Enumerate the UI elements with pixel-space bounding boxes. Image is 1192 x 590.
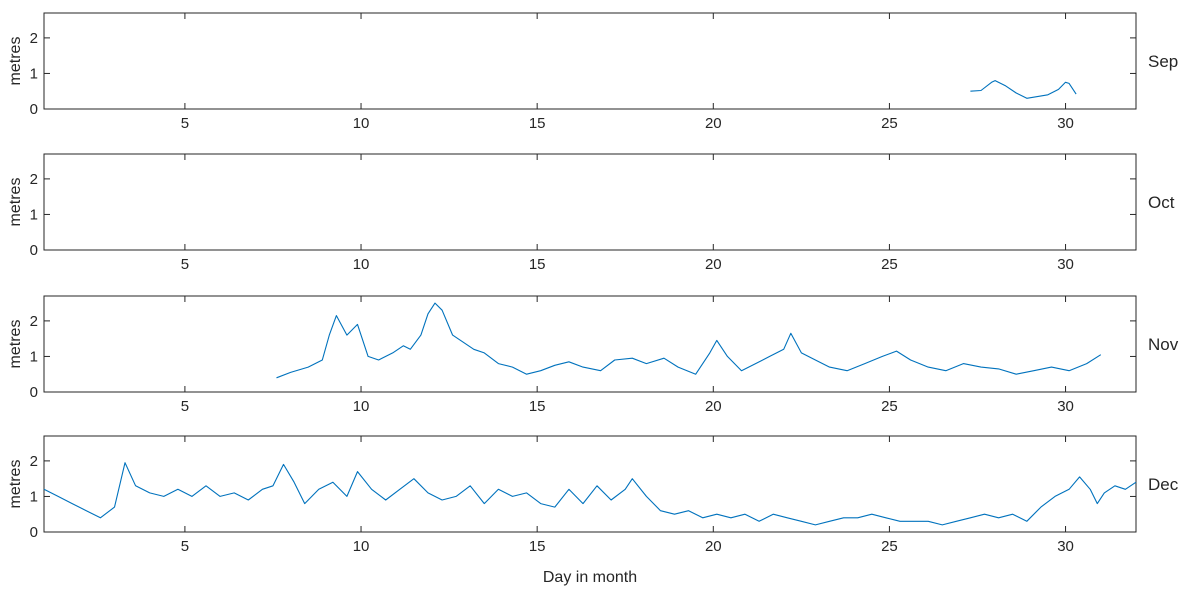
y-tick-label: 0 bbox=[30, 524, 38, 541]
x-tick-label: 10 bbox=[353, 538, 370, 555]
y-tick-label: 1 bbox=[30, 65, 38, 82]
x-tick-label: 15 bbox=[529, 538, 546, 555]
x-tick-label: 15 bbox=[529, 398, 546, 415]
y-tick-label: 2 bbox=[30, 30, 38, 47]
x-tick-label: 25 bbox=[881, 256, 898, 273]
panel-label: Sep bbox=[1148, 52, 1178, 71]
x-tick-label: 20 bbox=[705, 115, 722, 132]
y-tick-label: 0 bbox=[30, 101, 38, 118]
y-tick-label: 1 bbox=[30, 348, 38, 365]
panel-nov: 5 10 15 20 25 30 0 1 2 metres Nov bbox=[7, 295, 1179, 415]
plot-frame bbox=[43, 435, 1137, 533]
y-axis-title: metres bbox=[7, 460, 24, 509]
x-tick-label: 20 bbox=[705, 256, 722, 273]
x-tick-label: 5 bbox=[181, 538, 189, 555]
x-tick-label: 5 bbox=[181, 256, 189, 273]
x-tick-label: 30 bbox=[1057, 256, 1074, 273]
x-tick-label: 25 bbox=[881, 538, 898, 555]
x-tick-label: 30 bbox=[1057, 538, 1074, 555]
panel-dec: 5 10 15 20 25 30 0 1 2 metres Dec bbox=[7, 435, 1179, 555]
y-tick-label: 0 bbox=[30, 242, 38, 259]
x-tick-label: 30 bbox=[1057, 115, 1074, 132]
panel-label: Dec bbox=[1148, 475, 1179, 494]
x-tick-label: 5 bbox=[181, 398, 189, 415]
series-line-sep bbox=[970, 80, 1077, 99]
x-tick-label: 15 bbox=[529, 115, 546, 132]
x-axis-title: Day in month bbox=[543, 569, 637, 586]
y-axis-title: metres bbox=[7, 37, 24, 86]
y-tick-label: 1 bbox=[30, 488, 38, 505]
x-tick-label: 15 bbox=[529, 256, 546, 273]
x-tick-label: 5 bbox=[181, 115, 189, 132]
x-tick-label: 20 bbox=[705, 398, 722, 415]
y-tick-label: 1 bbox=[30, 206, 38, 223]
panel-oct: 5 10 15 20 25 30 0 1 2 metres Oct bbox=[7, 153, 1175, 273]
series-line-nov bbox=[276, 302, 1102, 379]
panel-label: Oct bbox=[1148, 193, 1175, 212]
x-tick-label: 25 bbox=[881, 115, 898, 132]
y-tick-label: 2 bbox=[30, 171, 38, 188]
y-tick-label: 0 bbox=[30, 384, 38, 401]
plot-frame bbox=[43, 12, 1137, 110]
x-tick-label: 10 bbox=[353, 256, 370, 273]
y-axis-title: metres bbox=[7, 320, 24, 369]
x-tick-label: 25 bbox=[881, 398, 898, 415]
plot-frame bbox=[43, 295, 1137, 393]
x-tick-label: 30 bbox=[1057, 398, 1074, 415]
series-line-dec bbox=[43, 462, 1137, 526]
x-tick-label: 10 bbox=[353, 398, 370, 415]
y-axis-title: metres bbox=[7, 178, 24, 227]
plot-frame bbox=[43, 153, 1137, 251]
panel-sep: 5 10 15 20 25 30 0 1 2 metres Sep bbox=[7, 12, 1178, 132]
panel-label: Nov bbox=[1148, 335, 1179, 354]
x-tick-label: 20 bbox=[705, 538, 722, 555]
y-tick-label: 2 bbox=[30, 313, 38, 330]
x-tick-label: 10 bbox=[353, 115, 370, 132]
y-tick-label: 2 bbox=[30, 453, 38, 470]
